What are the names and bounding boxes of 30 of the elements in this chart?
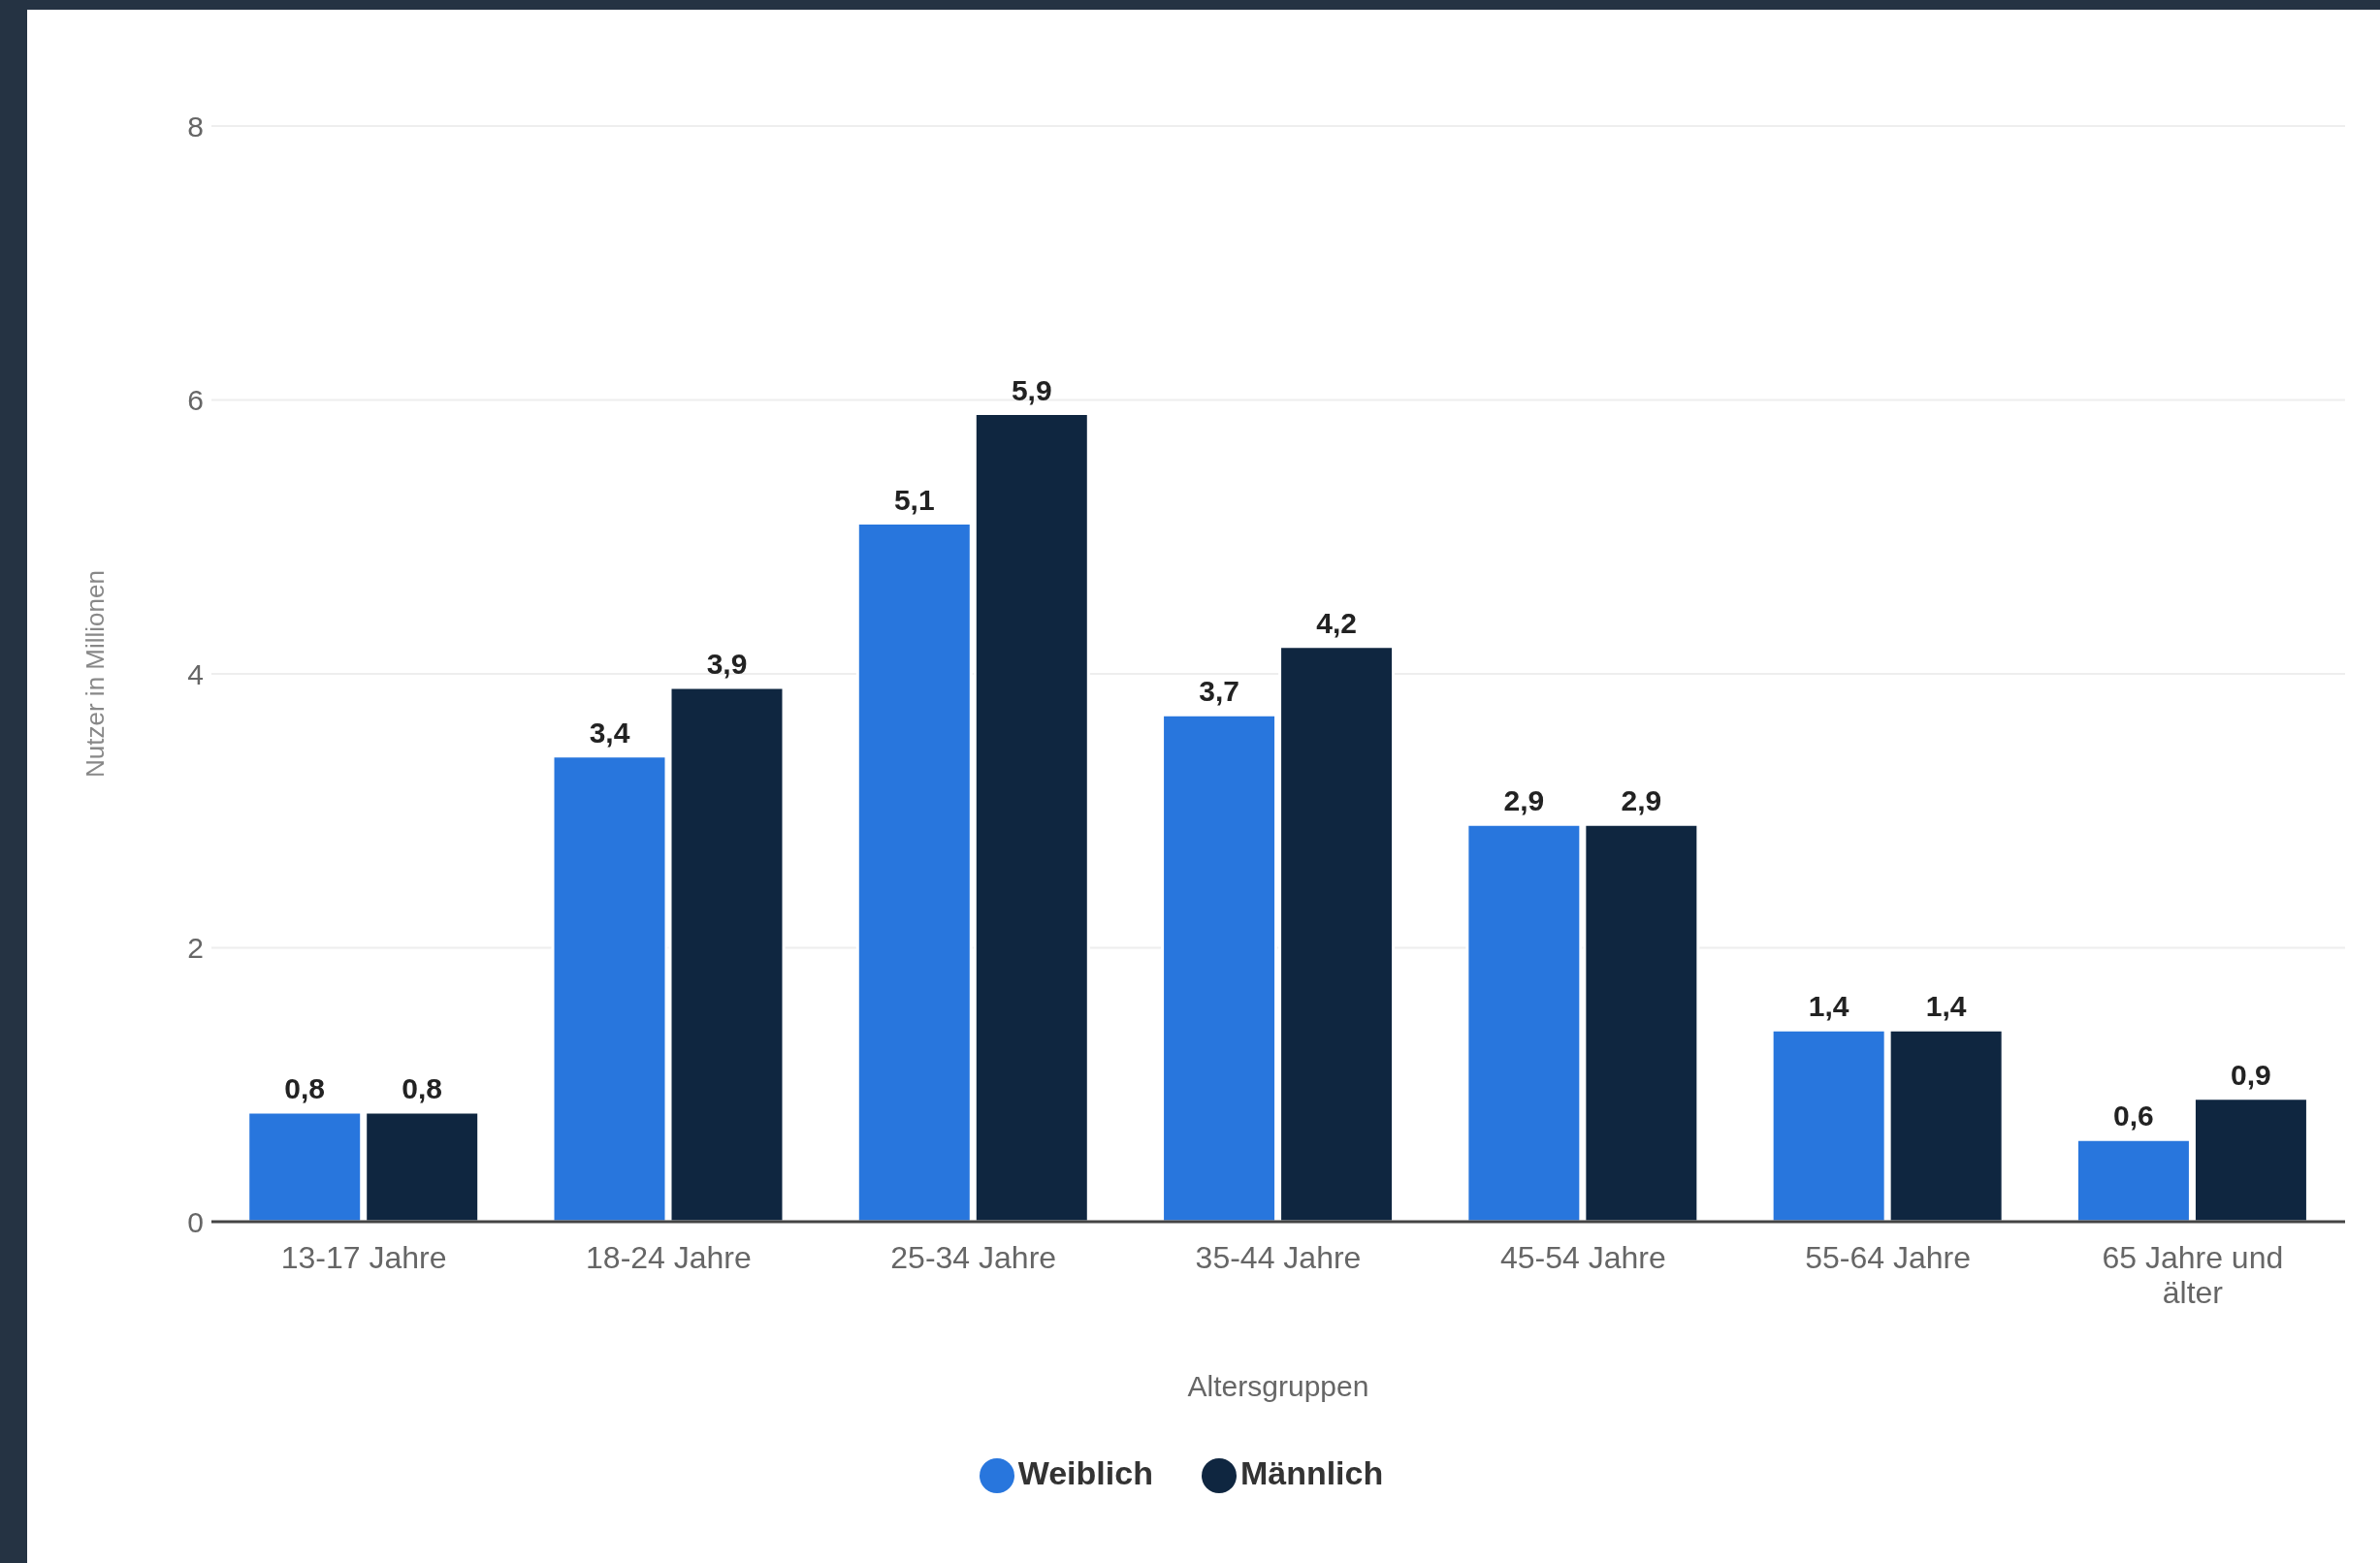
legend-label: Weiblich [1017, 1453, 1153, 1491]
data-label: 0,8 [284, 1071, 326, 1104]
data-label: 1,4 [1925, 990, 1967, 1023]
y-tick-label: 0 [187, 1205, 204, 1238]
y-axis-title: Nutzer in Millionen [80, 570, 111, 778]
data-label: 3,7 [1199, 675, 1239, 708]
data-label: 1,4 [1808, 990, 1849, 1023]
x-tick-label: 18-24 Jahre [586, 1239, 752, 1275]
data-label: 4,2 [1316, 606, 1357, 639]
y-tick-label: 6 [187, 384, 204, 417]
x-axis-title: Altersgruppen [1187, 1369, 1369, 1402]
data-label: 0,9 [2231, 1058, 2271, 1091]
y-tick-label: 2 [187, 932, 204, 965]
data-label: 2,9 [1621, 784, 1662, 817]
legend-label: Männlich [1239, 1453, 1384, 1491]
data-label: 2,9 [1503, 784, 1545, 817]
data-label: 3,9 [706, 648, 748, 681]
x-tick-label: 55-64 Jahre [1805, 1239, 1971, 1275]
x-tick-label: 25-34 Jahre [890, 1239, 1057, 1275]
x-tick-label: 65 Jahre und älter [2102, 1239, 2284, 1310]
y-tick-label: 4 [187, 657, 204, 690]
x-tick-label: 35-44 Jahre [1195, 1239, 1362, 1275]
x-tick-label: 45-54 Jahre [1499, 1239, 1666, 1275]
data-label: 5,9 [1011, 373, 1052, 406]
x-tick-label: 13-17 Jahre [280, 1239, 447, 1275]
data-label: 0,6 [2113, 1100, 2154, 1132]
y-tick-label: 8 [187, 110, 204, 143]
data-label: 5,1 [893, 483, 935, 516]
data-label: 0,8 [402, 1071, 443, 1104]
data-label: 3,4 [589, 716, 630, 749]
